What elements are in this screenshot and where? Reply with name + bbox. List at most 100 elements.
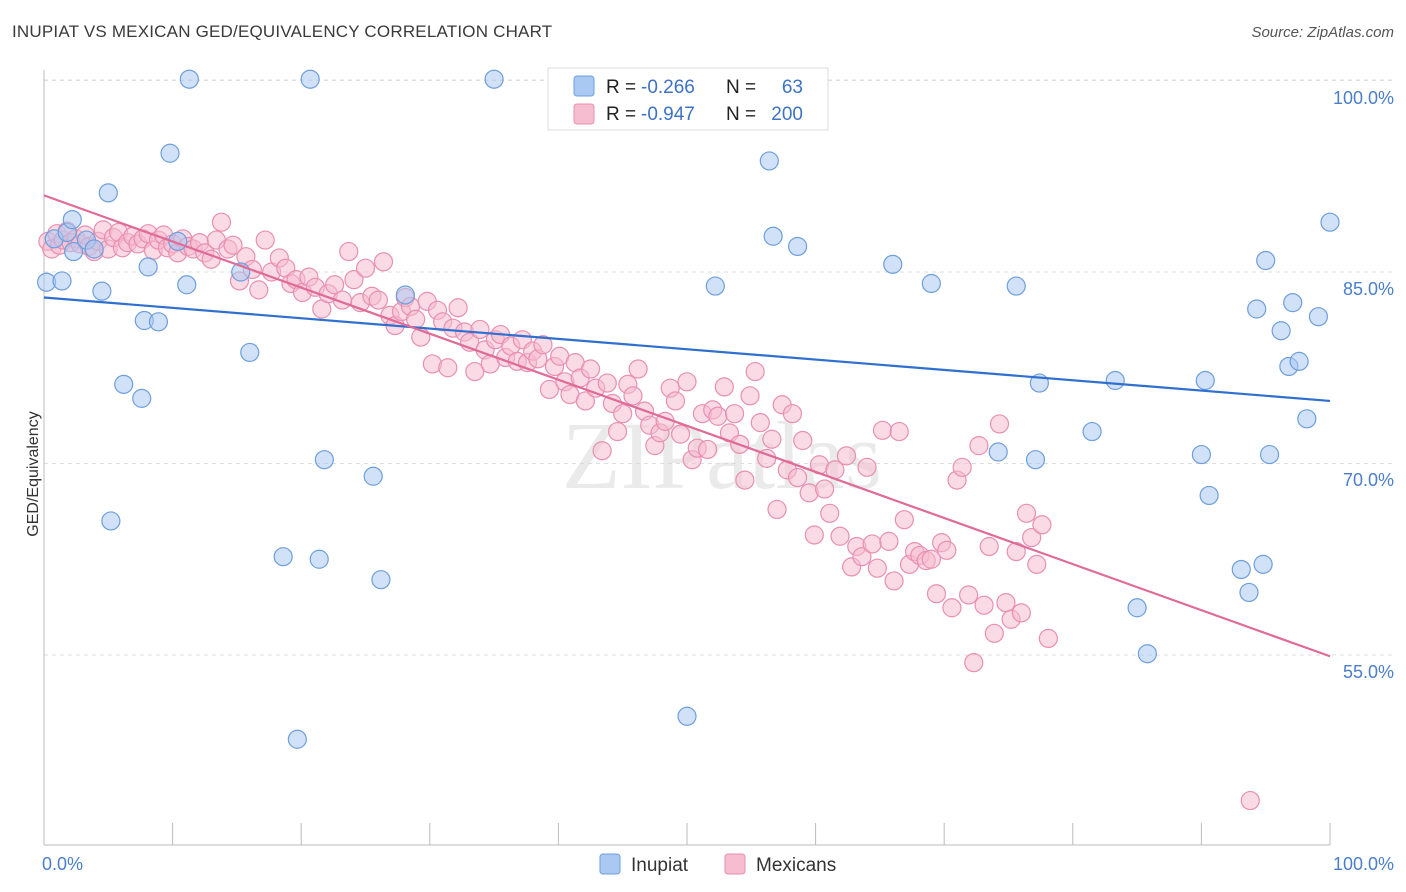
mexicans-point-106 xyxy=(607,421,628,442)
mexicans-point-145 xyxy=(815,479,835,499)
inupiat-point-30 xyxy=(484,69,504,89)
mexicans-point-182 xyxy=(1011,603,1031,623)
mexicans-point-178 xyxy=(989,414,1010,434)
mexicans-point-54 xyxy=(325,275,345,295)
inupiat-point-36 xyxy=(787,236,808,257)
mexicans-point-43 xyxy=(255,230,275,250)
inupiat-point-50 xyxy=(1231,559,1251,580)
mexicans-point-154 xyxy=(862,534,882,554)
mexicans-point-149 xyxy=(836,446,857,466)
mexicans-point-104 xyxy=(597,373,617,393)
inupiat-point-28 xyxy=(371,570,391,590)
inupiat-trend-line xyxy=(43,296,1331,403)
mexicans-point-166 xyxy=(926,584,947,604)
bottom-legend-swatch-inupiat xyxy=(599,853,621,875)
mexicans-point-156 xyxy=(872,420,893,440)
mexicans-point-140 xyxy=(787,467,808,488)
inupiat-point-32 xyxy=(705,276,725,296)
mexicans-point-160 xyxy=(894,510,914,530)
inupiat-point-45 xyxy=(1127,598,1147,618)
mexicans-point-165 xyxy=(921,549,941,569)
mexicans-point-79 xyxy=(465,361,485,382)
top-legend: R = -0.266 N = 63 R = -0.947 N = 200 xyxy=(547,67,829,131)
mexicans-point-177 xyxy=(984,623,1004,643)
bottom-legend-label-inupiat: Inupiat xyxy=(631,855,689,876)
mexicans-point-76 xyxy=(448,298,468,318)
y-tick-label-70: 70.0% xyxy=(1343,470,1394,490)
chart-source: Source: ZipAtlas.com xyxy=(1251,24,1394,41)
mexicans-point-159 xyxy=(889,421,909,442)
mexicans-point-187 xyxy=(1038,628,1058,649)
inupiat-point-1 xyxy=(52,271,72,291)
mexicans-point-171 xyxy=(952,457,972,477)
grid-layer xyxy=(44,79,1394,656)
inupiat-point-38 xyxy=(921,273,941,294)
inupiat-point-9 xyxy=(98,183,118,203)
inupiat-point-19 xyxy=(101,511,121,531)
inupiat-point-35 xyxy=(763,226,783,246)
inupiat-point-52 xyxy=(1253,554,1273,574)
mexicans-point-119 xyxy=(677,372,697,392)
inupiat-point-47 xyxy=(1191,444,1212,465)
mexicans-point-157 xyxy=(879,531,899,551)
inupiat-point-57 xyxy=(1283,293,1303,313)
mexicans-point-188 xyxy=(1240,790,1260,811)
inupiat-point-41 xyxy=(1025,450,1046,470)
bottom-legend-label-mexicans: Mexicans xyxy=(756,855,836,876)
y-tick-label-85: 85.0% xyxy=(1343,279,1394,299)
mexicans-point-148 xyxy=(830,526,850,546)
mexicans-point-42 xyxy=(249,280,269,300)
legend-r-label-2: R = xyxy=(606,104,636,125)
mexicans-point-183 xyxy=(1016,503,1037,523)
inupiat-point-54 xyxy=(1259,444,1280,465)
inupiat-point-15 xyxy=(160,143,180,163)
mexicans-trend-line xyxy=(43,194,1331,658)
mexicans-point-123 xyxy=(697,439,718,460)
mexicans-point-118 xyxy=(670,424,691,444)
y-tick-label-100: 100.0% xyxy=(1333,88,1394,108)
mexicans-point-139 xyxy=(782,404,803,424)
y-axis-title: GED/Equivalency xyxy=(25,411,42,536)
inupiat-point-13 xyxy=(138,257,158,277)
inupiat-point-43 xyxy=(1082,421,1102,442)
mexicans-point-130 xyxy=(735,470,755,490)
mexicans-point-185 xyxy=(1027,554,1047,574)
inupiat-point-14 xyxy=(148,312,169,332)
inupiat-point-27 xyxy=(363,466,383,486)
mexicans-point-59 xyxy=(355,258,376,278)
mexicans-point-133 xyxy=(750,413,770,433)
trend-layer xyxy=(43,194,1331,658)
mexicans-point-175 xyxy=(974,595,994,615)
mexicans-point-158 xyxy=(884,571,904,591)
inupiat-point-62 xyxy=(1239,582,1259,603)
points-layer xyxy=(36,69,1340,811)
mexicans-point-109 xyxy=(623,386,643,406)
chart-title: INUPIAT VS MEXICAN GED/EQUIVALENCY CORRE… xyxy=(12,22,553,41)
inupiat-point-34 xyxy=(759,151,779,171)
inupiat-point-18 xyxy=(179,69,199,89)
mexicans-point-172 xyxy=(959,585,979,605)
x-tick-label-start: 0.0% xyxy=(42,854,83,874)
y-tick-label-55: 55.0% xyxy=(1343,662,1394,682)
legend-r-value-2: -0.947 xyxy=(641,104,695,125)
inupiat-point-29 xyxy=(395,285,415,305)
inupiat-point-10 xyxy=(114,374,134,394)
mexicans-point-132 xyxy=(745,361,765,382)
legend-n-value-1: 63 xyxy=(782,77,803,98)
mexicans-point-92 xyxy=(533,335,553,355)
mexicans-point-143 xyxy=(804,525,824,545)
inupiat-point-51 xyxy=(1247,299,1267,319)
mexicans-point-100 xyxy=(575,391,596,411)
inupiat-point-59 xyxy=(1297,409,1317,429)
mexicans-point-36 xyxy=(211,212,232,232)
mexicans-point-152 xyxy=(852,547,872,567)
mexicans-point-128 xyxy=(724,404,745,424)
mexicans-point-141 xyxy=(793,430,813,451)
inupiat-point-60 xyxy=(1308,307,1329,327)
legend-swatch-mexicans xyxy=(573,103,595,125)
mexicans-point-110 xyxy=(628,359,648,379)
axes-layer xyxy=(43,70,1331,846)
inupiat-point-39 xyxy=(988,442,1008,462)
mexicans-point-126 xyxy=(714,377,734,397)
mexicans-point-181 xyxy=(1006,541,1026,562)
